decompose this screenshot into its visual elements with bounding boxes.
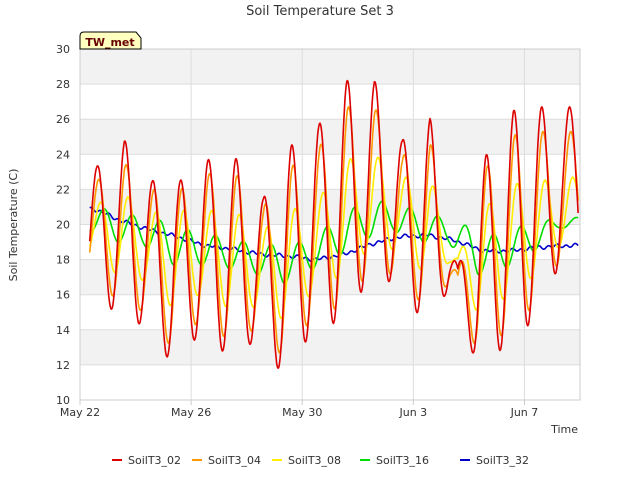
x-axis-label: Time xyxy=(550,423,578,436)
x-tick-label: May 30 xyxy=(282,406,322,419)
y-axis-ticks: 10 12 14 16 18 20 22 24 26 28 30 xyxy=(56,43,70,407)
y-tick-label: 22 xyxy=(56,183,70,196)
x-tick-label: Jun 7 xyxy=(510,406,539,419)
y-tick-label: 26 xyxy=(56,113,70,126)
y-tick-label: 18 xyxy=(56,254,70,267)
x-tick-label: May 22 xyxy=(60,406,100,419)
legend-label: SoilT3_02 xyxy=(128,454,181,467)
x-axis-ticks: May 22 May 26 May 30 Jun 3 Jun 7 xyxy=(60,400,538,419)
y-axis-label: Soil Temperature (C) xyxy=(7,169,20,282)
y-tick-label: 14 xyxy=(56,324,70,337)
y-tick-label: 20 xyxy=(56,219,70,232)
site-label-text: TW_met xyxy=(85,36,134,49)
x-tick-label: Jun 3 xyxy=(398,406,427,419)
series-line-soilt3_16 xyxy=(89,200,579,284)
series-line-soilt3_08 xyxy=(88,156,579,320)
y-tick-label: 30 xyxy=(56,43,70,56)
plot-border xyxy=(79,48,581,401)
y-tick-label: 24 xyxy=(56,148,70,161)
legend: SoilT3_02 SoilT3_04 SoilT3_08 SoilT3_16 Soil… xyxy=(112,454,529,467)
plot-band xyxy=(80,119,580,155)
y-tick-label: 28 xyxy=(56,78,70,91)
plot-bands xyxy=(80,49,580,365)
legend-label: SoilT3_32 xyxy=(476,454,529,467)
plot-band xyxy=(80,189,580,225)
legend-label: SoilT3_08 xyxy=(288,454,341,467)
plot-band xyxy=(80,329,580,365)
legend-label: SoilT3_16 xyxy=(376,454,429,467)
plot-band xyxy=(80,49,580,85)
legend-label: SoilT3_04 xyxy=(208,454,261,467)
y-tick-label: 10 xyxy=(56,394,70,407)
chart-title: Soil Temperature Set 3 xyxy=(246,4,394,19)
site-label-box xyxy=(79,31,142,50)
site-label-badge: TW_met xyxy=(79,31,142,50)
y-tick-label: 16 xyxy=(56,289,70,302)
series-line-soilt3_02 xyxy=(88,79,579,369)
series-layer xyxy=(88,79,579,369)
y-tick-label: 12 xyxy=(56,359,70,372)
x-tick-label: May 26 xyxy=(171,406,211,419)
